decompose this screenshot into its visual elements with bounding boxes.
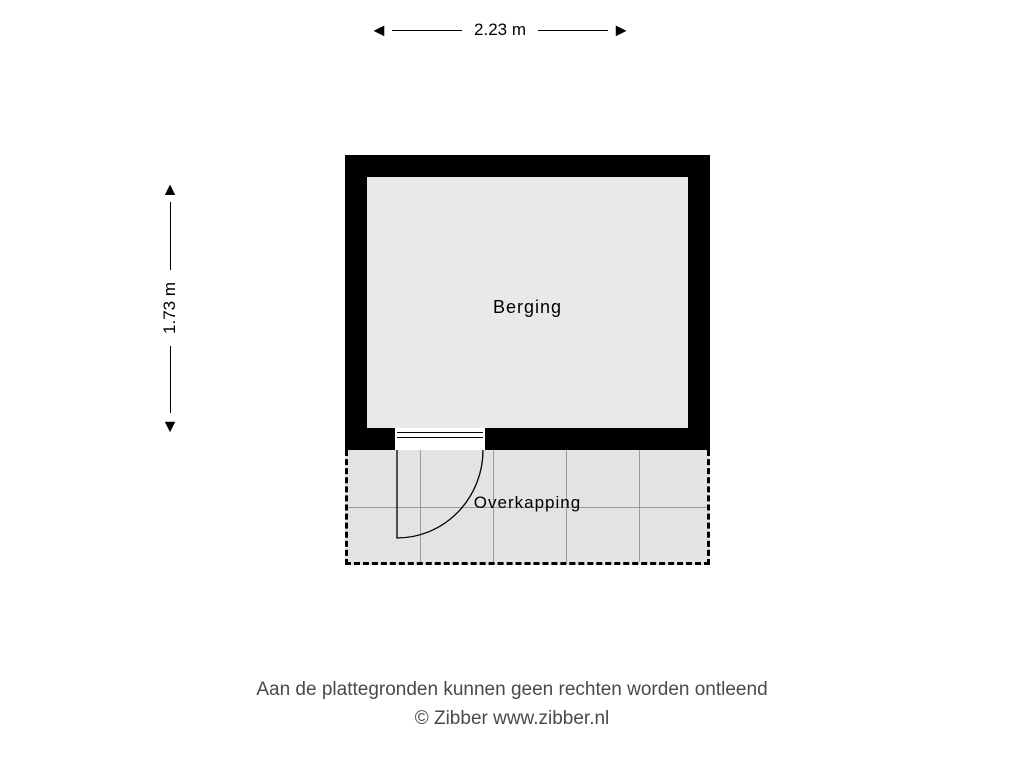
room-main: Berging xyxy=(345,155,710,450)
footer: Aan de plattegronden kunnen geen rechten… xyxy=(0,676,1024,733)
dim-line xyxy=(170,202,171,270)
dim-line xyxy=(392,30,462,31)
dimension-width: ◄ 2.23 m ► xyxy=(370,20,630,40)
dim-line xyxy=(170,346,171,414)
floorplan-canvas: ◄ 2.23 m ► ▲ 1.73 m ▼ Berging Overkappin… xyxy=(0,0,1024,768)
footer-copyright: © Zibber www.zibber.nl xyxy=(0,705,1024,734)
dimension-height-label: 1.73 m xyxy=(160,274,180,342)
dim-line xyxy=(538,30,608,31)
wall-cap xyxy=(485,428,491,450)
wall-cap xyxy=(389,428,395,450)
dimension-height: ▲ 1.73 m ▼ xyxy=(155,180,185,435)
room-interior: Berging xyxy=(367,177,688,428)
arrow-up-icon: ▲ xyxy=(161,180,179,198)
arrow-down-icon: ▼ xyxy=(161,417,179,435)
dimension-width-label: 2.23 m xyxy=(466,20,534,40)
room-canopy: Overkapping xyxy=(345,450,710,565)
room-main-label: Berging xyxy=(367,297,688,318)
door-opening xyxy=(395,428,485,450)
room-canopy-label: Overkapping xyxy=(348,493,707,513)
arrow-right-icon: ► xyxy=(612,21,630,39)
footer-disclaimer: Aan de plattegronden kunnen geen rechten… xyxy=(0,676,1024,705)
arrow-left-icon: ◄ xyxy=(370,21,388,39)
